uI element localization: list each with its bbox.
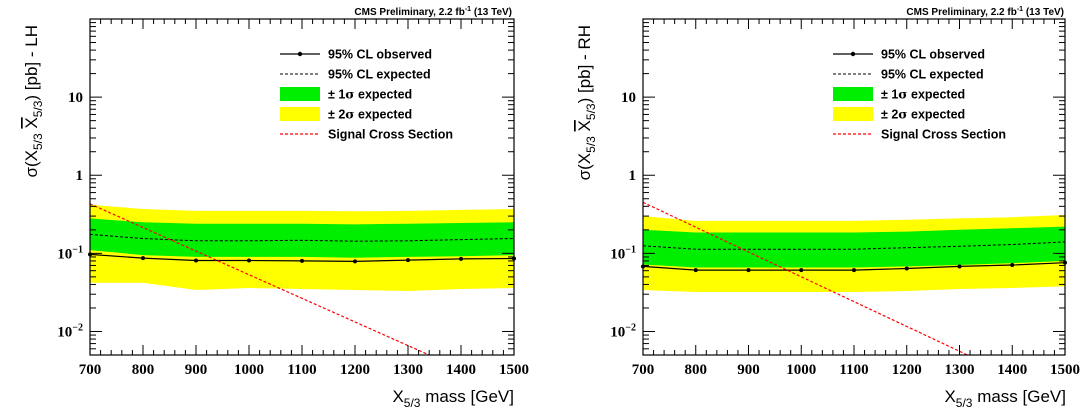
lh-observed-point xyxy=(141,256,145,261)
rh-x-tick-label: 900 xyxy=(737,362,760,378)
lh-x-tick-label: 1500 xyxy=(499,362,529,378)
lh-y-tick-label: 1 xyxy=(76,168,84,184)
rh-legend-label: ± 1σ expected xyxy=(881,87,965,102)
lh-legend-label: ± 1σ expected xyxy=(328,87,412,102)
rh-x-tick-label: 1100 xyxy=(839,362,868,378)
rh-legend-1sigma-swatch xyxy=(833,87,873,101)
lh-observed-point xyxy=(459,256,463,261)
rh-x-tick-label: 1500 xyxy=(1050,362,1080,378)
lh-x-tick-label: 1300 xyxy=(393,362,423,378)
lh-x-tick-label: 800 xyxy=(132,362,155,378)
lh-legend-label: 95% CL observed xyxy=(328,48,432,62)
lh-x-tick-label: 700 xyxy=(79,362,102,378)
lh-y-tick-label: 10−2 xyxy=(57,322,83,340)
rh-observed-point xyxy=(693,268,698,273)
lh-x-tick-label: 1100 xyxy=(287,362,316,378)
rh-y-tick-label: 10−2 xyxy=(610,322,636,340)
lh-x-tick-label: 900 xyxy=(185,362,208,378)
lh-legend-label: 95% CL expected xyxy=(328,68,431,82)
rh-legend-label: ± 2σ expected xyxy=(881,107,965,122)
lh-y-tick-label: 10 xyxy=(68,90,83,106)
lh-expected-limit-line xyxy=(89,233,515,242)
lh-band-1sigma xyxy=(90,218,514,258)
lh-observed-point xyxy=(194,258,198,263)
rh-observed-point xyxy=(904,266,909,271)
rh-x-tick-label: 800 xyxy=(685,362,708,378)
lh-observed-point xyxy=(300,258,304,263)
lh-legend-label: ± 2σ expected xyxy=(328,107,412,122)
lh-legend-1sigma-swatch xyxy=(280,87,320,101)
rh-legend-label: 95% CL expected xyxy=(881,68,984,82)
lh-x-tick-label: 1200 xyxy=(340,362,370,378)
rh-y-tick-label: 10 xyxy=(621,90,636,106)
lh-observed-point xyxy=(406,258,410,263)
rh-x-axis-title: X5/3 mass [GeV] xyxy=(944,387,1066,410)
lh-observed-point xyxy=(247,258,251,263)
rh-observed-point xyxy=(799,268,804,273)
lh-plot-frame xyxy=(89,18,515,356)
rh-y-axis-title: σ(X5/3 X5/3) [pb] - RH xyxy=(575,25,598,180)
lh-x-tick-label: 1400 xyxy=(446,362,476,378)
lh-legend-observed-marker xyxy=(297,51,303,57)
lh-signal-cross-section-line xyxy=(89,203,430,356)
rh-y-tick-label: 10−1 xyxy=(610,244,636,262)
lh-observed-point xyxy=(353,259,357,264)
rh-observed-point xyxy=(852,268,856,273)
lh-legend-2sigma-swatch xyxy=(280,107,320,121)
rh-observed-point xyxy=(957,264,962,269)
rh-legend-observed-marker xyxy=(850,51,856,57)
rh-limit-plot: CMS Preliminary, 2.2 fb-1 (13 TeV) 700 80… xyxy=(575,6,1080,410)
rh-x-tick-label: 1300 xyxy=(945,362,975,378)
lh-x-tick-label: 1000 xyxy=(234,362,264,378)
rh-x-tick-label: 1000 xyxy=(786,362,816,378)
rh-x-tick-label: 1200 xyxy=(892,362,922,378)
lh-y-tick-label: 10−1 xyxy=(57,244,83,262)
rh-x-tick-label: 700 xyxy=(632,362,655,378)
rh-band-1sigma xyxy=(643,226,1065,268)
lh-header: CMS Preliminary, 2.2 fb-1 (13 TeV) xyxy=(354,6,512,18)
rh-legend-2sigma-swatch xyxy=(833,107,873,121)
lh-y-axis-title: σ(X5/3 X5/3) [pb] - LH xyxy=(22,25,45,178)
rh-x-tick-label: 1400 xyxy=(997,362,1027,378)
rh-observed-point xyxy=(746,268,751,273)
rh-y-tick-label: 1 xyxy=(629,168,637,184)
rh-header: CMS Preliminary, 2.2 fb-1 (13 TeV) xyxy=(906,6,1064,18)
lh-x-axis-title: X5/3 mass [GeV] xyxy=(392,387,514,410)
rh-legend-label: 95% CL observed xyxy=(881,48,985,62)
rh-plot-frame xyxy=(642,18,1066,356)
rh-observed-point xyxy=(1010,262,1015,267)
rh-legend-label: Signal Cross Section xyxy=(881,128,1006,142)
lh-legend-label: Signal Cross Section xyxy=(328,128,453,142)
lh-limit-plot: CMS Preliminary, 2.2 fb-1 (13 TeV) 700 80… xyxy=(22,6,529,410)
rh-expected-limit-line xyxy=(642,241,1066,250)
